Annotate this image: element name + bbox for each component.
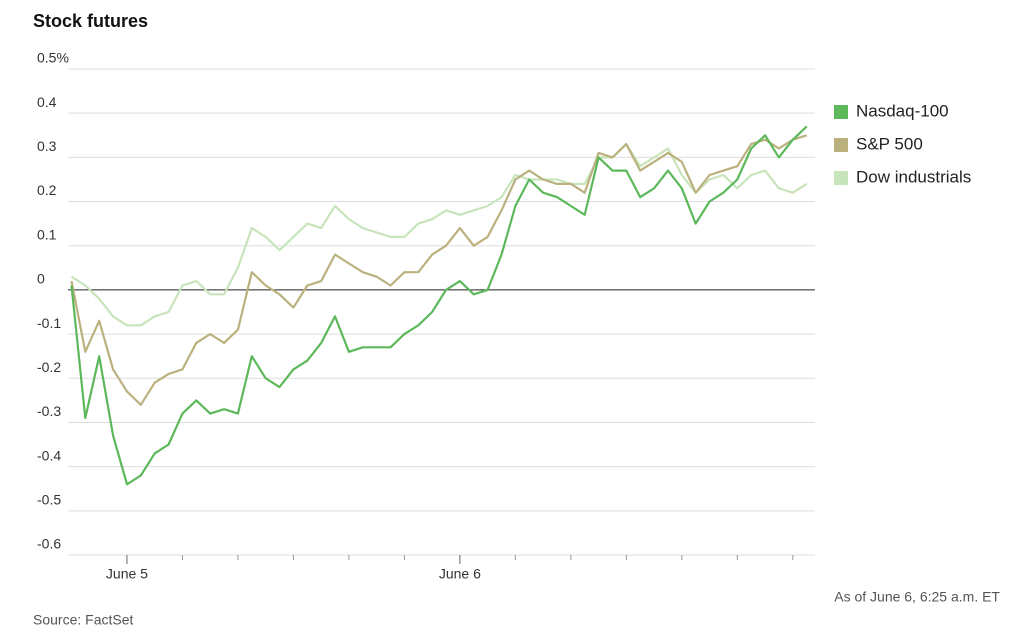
y-tick-label: -0.2: [37, 359, 61, 375]
y-tick-label: 0.4: [37, 94, 57, 110]
source: Source: FactSet: [33, 612, 133, 628]
y-tick-label: 0.2: [37, 182, 57, 198]
legend-label: S&P 500: [856, 134, 923, 153]
legend-swatch: [834, 171, 848, 185]
legend-label: Dow industrials: [856, 167, 971, 186]
y-tick-label: -0.3: [37, 403, 61, 419]
y-tick-label: 0: [37, 271, 45, 287]
x-tick-label: June 6: [439, 566, 481, 582]
series-line: [70, 143, 808, 327]
series-line: [70, 125, 808, 486]
legend-swatch: [834, 138, 848, 152]
note: As of June 6, 6:25 a.m. ET: [834, 589, 1000, 605]
x-tick-label: June 5: [106, 566, 148, 582]
chart-title: Stock futures: [33, 11, 148, 31]
y-tick-label: -0.6: [37, 536, 61, 552]
y-tick-label: -0.4: [37, 447, 61, 463]
legend-label: Nasdaq-100: [856, 101, 949, 120]
series-line: [70, 134, 808, 406]
y-tick-label: -0.1: [37, 315, 61, 331]
y-tick-label: 0.5%: [37, 50, 69, 66]
legend-swatch: [834, 105, 848, 119]
y-tick-label: -0.5: [37, 492, 61, 508]
y-tick-label: 0.1: [37, 226, 57, 242]
y-tick-label: 0.3: [37, 138, 57, 154]
